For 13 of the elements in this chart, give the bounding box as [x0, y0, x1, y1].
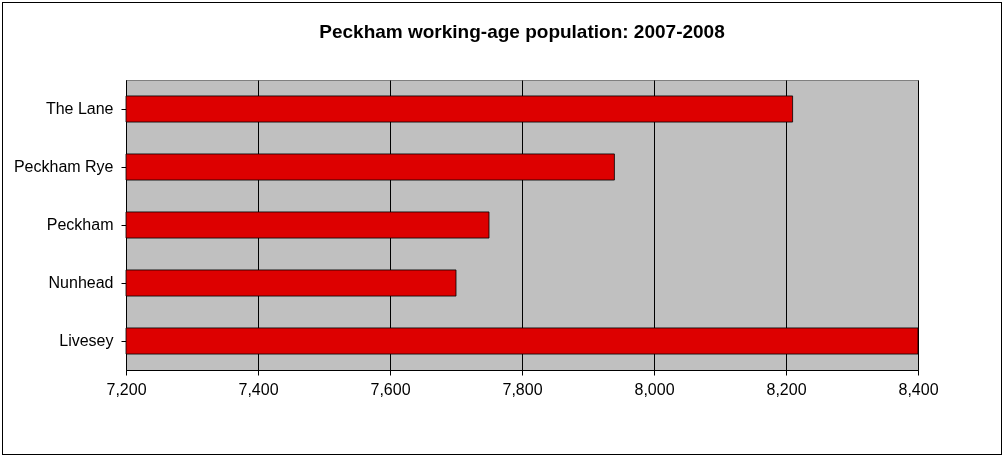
chart-title: Peckham working-age population: 2007-2008 — [319, 21, 725, 42]
x-tick-label: 8,400 — [898, 380, 939, 398]
x-tick-label: 7,200 — [106, 380, 147, 398]
y-tick-label: Peckham Rye — [13, 158, 114, 175]
y-tick-label: Peckham — [46, 216, 114, 233]
y-tick-label: Livesey — [59, 332, 114, 349]
x-tick-label: 7,800 — [502, 380, 543, 398]
y-tick-label: The Lane — [45, 100, 114, 117]
x-tick-label: 8,000 — [634, 380, 675, 398]
y-tick-label: Nunhead — [48, 274, 114, 291]
x-tick-label: 8,200 — [766, 380, 807, 398]
x-tick-label: 7,600 — [370, 380, 411, 398]
x-tick-label: 7,400 — [238, 380, 279, 398]
